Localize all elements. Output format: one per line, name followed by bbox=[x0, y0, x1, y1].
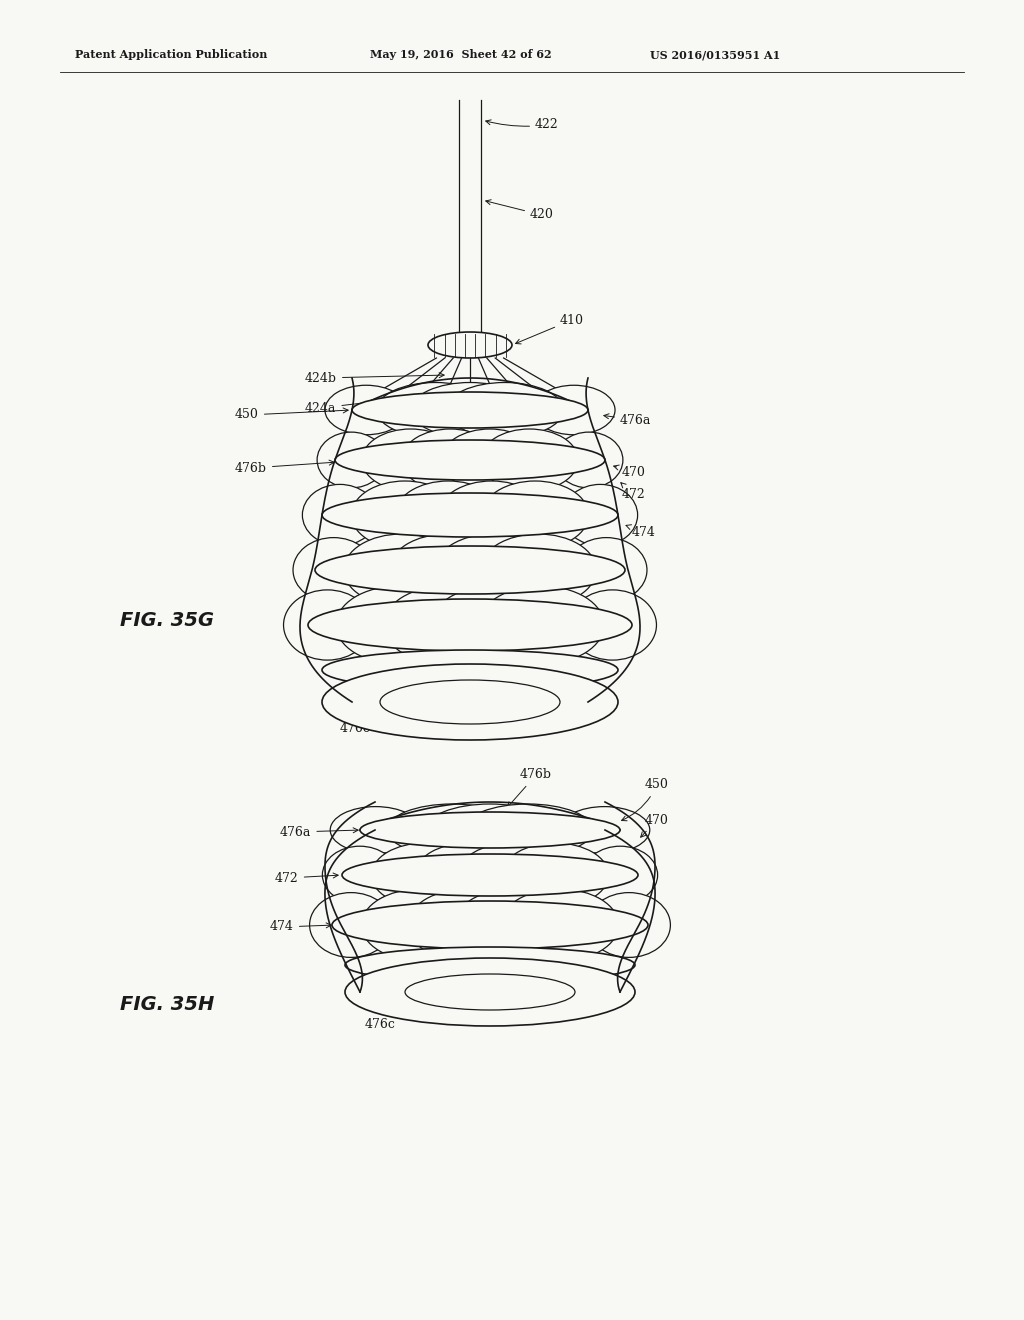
Ellipse shape bbox=[428, 333, 512, 358]
Ellipse shape bbox=[361, 888, 479, 961]
Ellipse shape bbox=[502, 843, 608, 907]
Ellipse shape bbox=[480, 535, 596, 606]
Text: 450: 450 bbox=[234, 408, 348, 421]
Ellipse shape bbox=[344, 535, 460, 606]
Ellipse shape bbox=[480, 429, 579, 491]
Text: US 2016/0135951 A1: US 2016/0135951 A1 bbox=[650, 49, 780, 61]
Text: Patent Application Publication: Patent Application Publication bbox=[75, 49, 267, 61]
Ellipse shape bbox=[406, 974, 575, 1010]
Ellipse shape bbox=[336, 586, 462, 664]
Ellipse shape bbox=[323, 846, 397, 904]
Ellipse shape bbox=[454, 888, 572, 961]
Ellipse shape bbox=[315, 546, 625, 594]
Ellipse shape bbox=[583, 846, 657, 904]
Text: 474: 474 bbox=[270, 920, 331, 933]
Text: 450: 450 bbox=[622, 779, 669, 821]
Text: 476a: 476a bbox=[280, 825, 358, 838]
Ellipse shape bbox=[322, 649, 618, 690]
Text: 476c: 476c bbox=[365, 1001, 446, 1031]
Text: 472: 472 bbox=[621, 483, 646, 502]
Ellipse shape bbox=[395, 480, 502, 549]
Ellipse shape bbox=[351, 480, 459, 549]
Ellipse shape bbox=[293, 537, 374, 602]
Text: 424b: 424b bbox=[305, 371, 444, 384]
Text: 476b: 476b bbox=[508, 768, 552, 807]
Text: FIG. 35H: FIG. 35H bbox=[120, 995, 214, 1015]
Ellipse shape bbox=[568, 590, 656, 660]
Ellipse shape bbox=[342, 854, 638, 896]
Ellipse shape bbox=[387, 804, 517, 855]
Text: 476b: 476b bbox=[234, 461, 334, 474]
Text: 474: 474 bbox=[626, 525, 656, 539]
Ellipse shape bbox=[317, 432, 385, 488]
Ellipse shape bbox=[384, 586, 509, 664]
Ellipse shape bbox=[302, 484, 377, 545]
Ellipse shape bbox=[441, 429, 539, 491]
Ellipse shape bbox=[566, 537, 647, 602]
Ellipse shape bbox=[481, 480, 589, 549]
Ellipse shape bbox=[389, 535, 505, 606]
Ellipse shape bbox=[415, 843, 521, 907]
Ellipse shape bbox=[308, 599, 632, 651]
Ellipse shape bbox=[431, 586, 556, 664]
Ellipse shape bbox=[375, 979, 605, 1005]
Text: 472: 472 bbox=[275, 871, 338, 884]
Ellipse shape bbox=[559, 807, 650, 854]
Ellipse shape bbox=[361, 429, 460, 491]
Ellipse shape bbox=[352, 688, 588, 715]
Text: 470: 470 bbox=[641, 813, 669, 837]
Text: 476c: 476c bbox=[340, 704, 407, 734]
Text: 422: 422 bbox=[485, 119, 559, 132]
Ellipse shape bbox=[345, 958, 635, 1026]
Ellipse shape bbox=[588, 892, 671, 957]
Ellipse shape bbox=[377, 383, 495, 437]
Text: 424a: 424a bbox=[305, 391, 453, 414]
Ellipse shape bbox=[438, 480, 545, 549]
Text: FIG. 35G: FIG. 35G bbox=[120, 610, 214, 630]
Ellipse shape bbox=[322, 664, 618, 741]
Text: 420: 420 bbox=[485, 199, 554, 222]
Ellipse shape bbox=[501, 888, 618, 961]
Ellipse shape bbox=[478, 586, 604, 664]
Ellipse shape bbox=[380, 680, 560, 723]
Ellipse shape bbox=[335, 440, 605, 480]
Ellipse shape bbox=[372, 843, 478, 907]
Ellipse shape bbox=[325, 385, 408, 434]
Text: 410: 410 bbox=[515, 314, 584, 345]
Ellipse shape bbox=[459, 843, 565, 907]
Ellipse shape bbox=[330, 807, 421, 854]
Ellipse shape bbox=[284, 590, 372, 660]
Ellipse shape bbox=[463, 804, 593, 855]
Ellipse shape bbox=[435, 535, 551, 606]
Ellipse shape bbox=[555, 432, 623, 488]
Ellipse shape bbox=[425, 804, 555, 855]
Text: 470: 470 bbox=[613, 465, 646, 479]
Ellipse shape bbox=[412, 383, 528, 437]
Ellipse shape bbox=[532, 385, 615, 434]
Ellipse shape bbox=[563, 484, 638, 545]
Ellipse shape bbox=[309, 892, 392, 957]
Ellipse shape bbox=[445, 383, 563, 437]
Ellipse shape bbox=[401, 429, 499, 491]
Ellipse shape bbox=[408, 888, 526, 961]
Text: 476a: 476a bbox=[604, 413, 651, 426]
Ellipse shape bbox=[360, 812, 620, 847]
Ellipse shape bbox=[345, 946, 635, 983]
Ellipse shape bbox=[352, 392, 588, 428]
Text: May 19, 2016  Sheet 42 of 62: May 19, 2016 Sheet 42 of 62 bbox=[370, 49, 552, 61]
Ellipse shape bbox=[322, 492, 618, 537]
Ellipse shape bbox=[332, 902, 648, 949]
